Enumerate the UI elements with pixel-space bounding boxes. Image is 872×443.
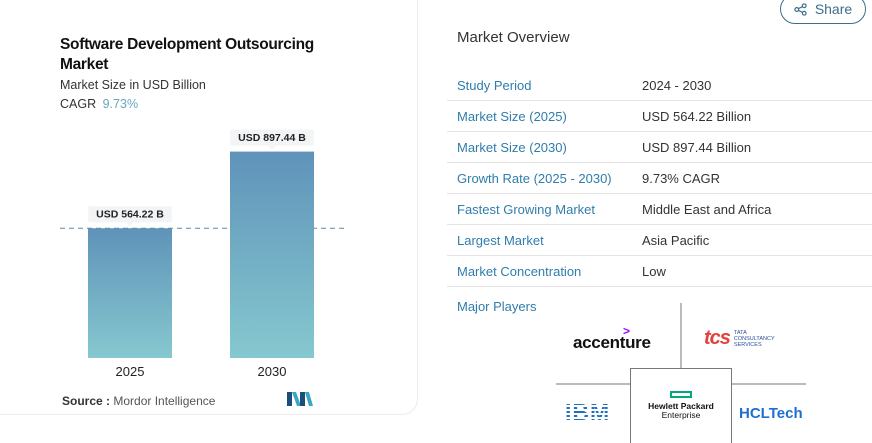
overview-row-value: USD 897.44 Billion bbox=[642, 139, 752, 155]
hcltech-logo[interactable]: HCLTech bbox=[739, 405, 803, 422]
overview-row-value: Middle East and Africa bbox=[642, 201, 772, 217]
accenture-text: accenture bbox=[573, 333, 651, 352]
accenture-chevron-icon: > bbox=[623, 324, 630, 338]
overview-row-key[interactable]: Growth Rate (2025 - 2030) bbox=[457, 170, 612, 186]
hpe-line2: Enterprise bbox=[661, 410, 701, 420]
data-label-2030: USD 897.44 B bbox=[230, 129, 314, 150]
data-label-2025: USD 564.22 B bbox=[88, 206, 172, 227]
bar-2025 bbox=[88, 228, 172, 358]
x-tick-label-2030: 2030 bbox=[258, 364, 287, 379]
overview-row-value: 2024 - 2030 bbox=[642, 77, 712, 93]
overview-row-key[interactable]: Market Size (2025) bbox=[457, 108, 567, 124]
hpe-rectangle-icon bbox=[670, 391, 692, 398]
mordor-intelligence-logo bbox=[287, 392, 313, 406]
overview-row-value: USD 564.22 Billion bbox=[642, 108, 752, 124]
source-label: Source : bbox=[62, 394, 111, 408]
cagr-label: CAGR bbox=[60, 97, 97, 111]
overview-row-value: Asia Pacific bbox=[642, 232, 710, 248]
overview-row: Market Size (2030) USD 897.44 Billion bbox=[447, 132, 872, 163]
share-button[interactable]: Share bbox=[780, 0, 866, 24]
chart-card bbox=[0, 0, 418, 415]
hpe-line1: Hewlett Packard bbox=[648, 401, 714, 411]
overview-row: Fastest Growing Market Middle East and Af… bbox=[447, 194, 872, 225]
tcs-text: TATA CONSULTANCY SERVICES bbox=[733, 329, 775, 348]
cagr-line: CAGR 9.73% bbox=[60, 97, 138, 111]
overview-row: Study Period 2024 - 2030 bbox=[447, 70, 872, 101]
ibm-logo[interactable]: IBM bbox=[565, 399, 611, 425]
chart-subtitle: Market Size in USD Billion bbox=[60, 78, 206, 92]
data-label-text: USD 564.22 B bbox=[96, 209, 164, 221]
source-value: Mordor Intelligence bbox=[113, 394, 216, 408]
overview-row-key[interactable]: Market Concentration bbox=[457, 263, 582, 279]
hpe-logo[interactable]: Hewlett Packard Enterprise bbox=[633, 391, 729, 420]
overview-row-key[interactable]: Largest Market bbox=[457, 232, 544, 248]
share-icon bbox=[794, 2, 807, 16]
overview-row: Largest Market Asia Pacific bbox=[447, 225, 872, 256]
accenture-logo[interactable]: > accenture bbox=[573, 324, 651, 353]
data-label-text: USD 897.44 B bbox=[238, 132, 306, 144]
overview-row: Market Concentration Low bbox=[447, 256, 872, 287]
overview-row-key[interactable]: Market Size (2030) bbox=[457, 139, 567, 155]
source-line: Source : Mordor Intelligence bbox=[62, 394, 215, 408]
bar-2030 bbox=[230, 151, 314, 358]
overview-table: Study Period 2024 - 2030 Market Size (2025… bbox=[447, 70, 872, 287]
x-tick-label-2025: 2025 bbox=[116, 364, 145, 379]
tcs-mark: tcs bbox=[704, 327, 731, 349]
chart-title: Software Development Outsourcing Market bbox=[60, 36, 314, 73]
overview-row: Market Size (2025) USD 564.22 Billion bbox=[447, 101, 872, 132]
overview-row-key[interactable]: Study Period bbox=[457, 77, 532, 93]
overview-row-key[interactable]: Fastest Growing Market bbox=[457, 201, 595, 217]
overview-row-value: Low bbox=[642, 263, 666, 279]
overview-row: Growth Rate (2025 - 2030) 9.73% CAGR bbox=[447, 163, 872, 194]
cagr-value: 9.73% bbox=[102, 97, 139, 111]
overview-row-value: 9.73% CAGR bbox=[642, 170, 721, 186]
tcs-logo[interactable]: tcs TATA CONSULTANCY SERVICES bbox=[704, 327, 784, 350]
market-size-bar-chart: USD 564.22 B 2025 USD 897.44 B 2030 bbox=[60, 129, 346, 379]
overview-title: Market Overview bbox=[457, 29, 570, 46]
major-players-label[interactable]: Major Players bbox=[457, 299, 537, 314]
share-label: Share bbox=[814, 1, 853, 17]
